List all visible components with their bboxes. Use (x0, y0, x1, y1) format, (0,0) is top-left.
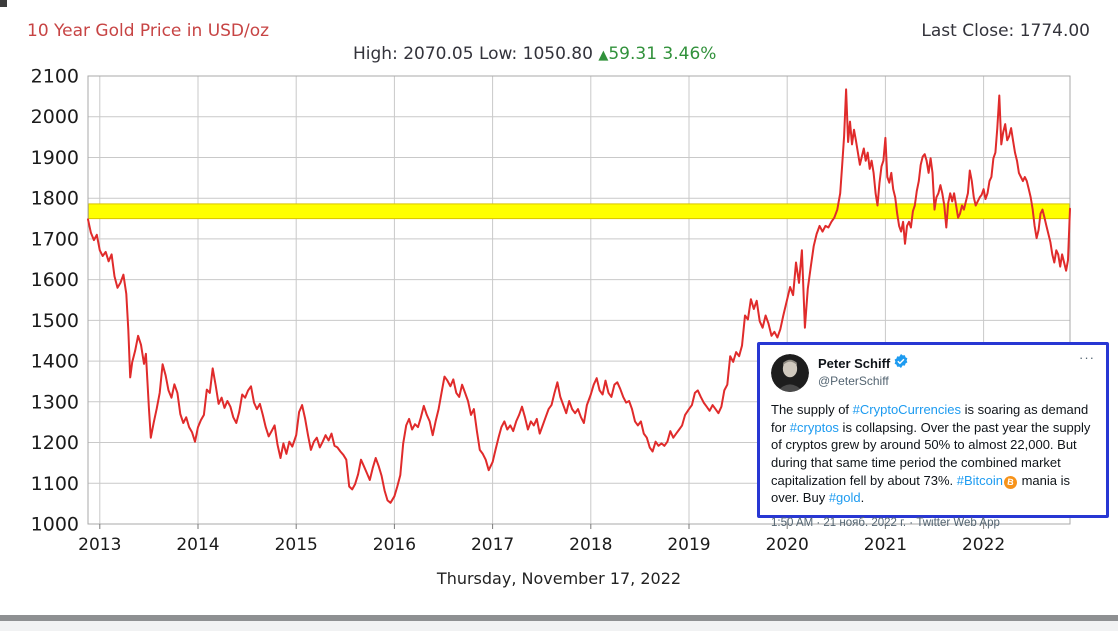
y-axis-tick-label: 1600 (31, 269, 79, 291)
tweet-author-name[interactable]: Peter Schiff (818, 356, 891, 371)
hashtag-link[interactable]: #CryptoCurrencies (852, 402, 962, 417)
x-axis-tick-label: 2021 (864, 535, 907, 555)
hashtag-link[interactable]: #cryptos (789, 419, 839, 435)
chart-title: 10 Year Gold Price in USD/oz (27, 21, 270, 41)
tweet-text-run: The supply of (771, 402, 853, 417)
plot-border (87, 75, 1071, 525)
y-axis-tick-label: 1300 (31, 391, 79, 413)
y-axis-tick-label: 1000 (31, 514, 79, 536)
tweet-timestamp: 1:50 AM · 21 нояб. 2022 г. · Twitter Web… (771, 517, 1000, 530)
x-axis-tick-label: 2020 (766, 535, 809, 555)
low-label: Low: (478, 44, 518, 64)
author-block: Peter Schiff @PeterSchiff (818, 354, 1079, 388)
x-axis-tick-label: 2014 (176, 535, 219, 555)
x-axis-tick-label: 2018 (569, 535, 612, 555)
high-value: 2070.05 (403, 44, 474, 64)
y-axis-tick-label: 2100 (31, 66, 79, 88)
tweet-text: The supply of #CryptoCurrencies is soari… (771, 401, 1095, 507)
up-arrow-icon: ▲ (598, 48, 609, 63)
y-axis-tick-label: 2000 (31, 106, 79, 128)
bottom-window-edge (0, 615, 1118, 631)
y-axis-tick-label: 1200 (31, 432, 79, 454)
tweet-text-run: is soaring as demand for (771, 402, 1089, 435)
hashtag-link[interactable]: #Bitcoin (956, 472, 1003, 488)
tweet-author-handle: @PeterSchiff (818, 374, 889, 388)
x-axis-tick-label: 2017 (471, 535, 514, 555)
tweet-card[interactable]: Peter Schiff @PeterSchiff ··· The supply… (757, 342, 1109, 529)
x-axis-tick-label: 2019 (667, 535, 710, 555)
more-options-button[interactable]: ··· (1079, 350, 1095, 365)
avatar[interactable] (771, 354, 809, 392)
hashtag-link[interactable]: #gold (828, 490, 861, 506)
x-axis-tick-label: 2013 (78, 535, 121, 555)
change-value: 59.31 (608, 44, 658, 64)
low-value: 1050.80 (522, 44, 593, 64)
date-caption: Thursday, November 17, 2022 (436, 569, 682, 588)
high-low-stats: High: 2070.05 Low: 1050.80 ▲59.31 3.46% (353, 44, 716, 64)
change-percent: 3.46% (662, 44, 717, 64)
last-close-highlight-band (88, 203, 1070, 220)
bitcoin-emoji: B (1003, 474, 1018, 490)
x-axis-tick-label: 2016 (373, 535, 416, 555)
tweet-text-run: . (860, 490, 865, 506)
verified-badge-icon (894, 354, 908, 373)
person-portrait-avatar (771, 354, 809, 392)
x-axis-tick-label: 2015 (275, 535, 318, 555)
y-axis-tick-label: 1400 (31, 351, 79, 373)
high-label: High: (353, 44, 398, 64)
last-close-label: Last Close: (921, 21, 1015, 41)
gold-price-line (87, 88, 1071, 504)
y-axis-tick-label: 1800 (31, 188, 79, 210)
axis-labels: 1000 1100 1200 1300 1400 1500 1600 1700 1800 1900… (31, 66, 1006, 556)
corner-artifact (0, 0, 7, 7)
y-axis-tick-label: 1700 (31, 228, 79, 250)
last-close-value: 1774.00 (1019, 21, 1090, 41)
last-close: Last Close: 1774.00 (921, 21, 1090, 41)
y-axis-tick-label: 1900 (31, 147, 79, 169)
y-axis-tick-label: 1100 (31, 473, 79, 495)
tweet-text-run: mania is over. Buy (771, 472, 1071, 506)
x-axis-tick-label: 2022 (962, 535, 1005, 555)
tweet-header: Peter Schiff @PeterSchiff ··· (771, 350, 1095, 392)
y-axis-tick-label: 1500 (31, 310, 79, 332)
tweet-text-run: is collapsing. Over the past year the su… (771, 419, 1091, 488)
